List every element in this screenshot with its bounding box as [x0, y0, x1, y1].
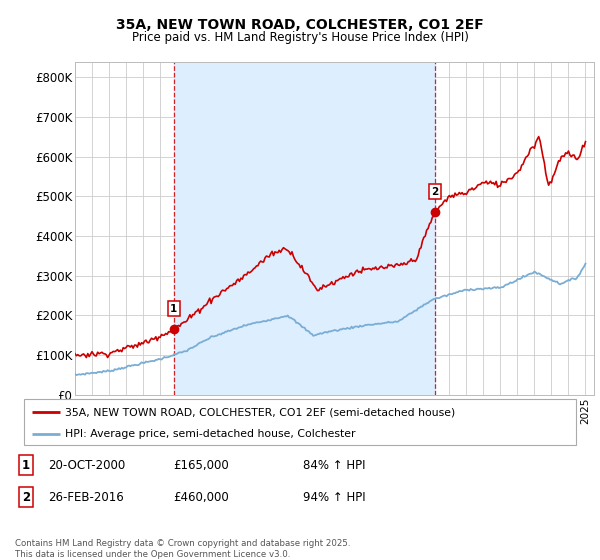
Text: 84% ↑ HPI: 84% ↑ HPI [303, 459, 365, 472]
Text: 94% ↑ HPI: 94% ↑ HPI [303, 491, 365, 503]
FancyBboxPatch shape [24, 399, 576, 445]
Text: 20-OCT-2000: 20-OCT-2000 [48, 459, 125, 472]
Text: 2: 2 [431, 186, 439, 197]
Text: 2: 2 [22, 491, 30, 503]
Text: 1: 1 [22, 459, 30, 472]
Bar [173, 62, 435, 395]
Text: Contains HM Land Registry data © Crown copyright and database right 2025.
This d: Contains HM Land Registry data © Crown c… [15, 539, 350, 559]
Text: £460,000: £460,000 [173, 491, 229, 503]
Text: HPI: Average price, semi-detached house, Colchester: HPI: Average price, semi-detached house,… [65, 429, 356, 438]
Text: Price paid vs. HM Land Registry's House Price Index (HPI): Price paid vs. HM Land Registry's House … [131, 31, 469, 44]
Text: 26-FEB-2016: 26-FEB-2016 [48, 491, 124, 503]
Text: 1: 1 [170, 304, 178, 314]
Text: £165,000: £165,000 [173, 459, 229, 472]
Text: 35A, NEW TOWN ROAD, COLCHESTER, CO1 2EF: 35A, NEW TOWN ROAD, COLCHESTER, CO1 2EF [116, 18, 484, 32]
Text: 35A, NEW TOWN ROAD, COLCHESTER, CO1 2EF (semi-detached house): 35A, NEW TOWN ROAD, COLCHESTER, CO1 2EF … [65, 407, 455, 417]
